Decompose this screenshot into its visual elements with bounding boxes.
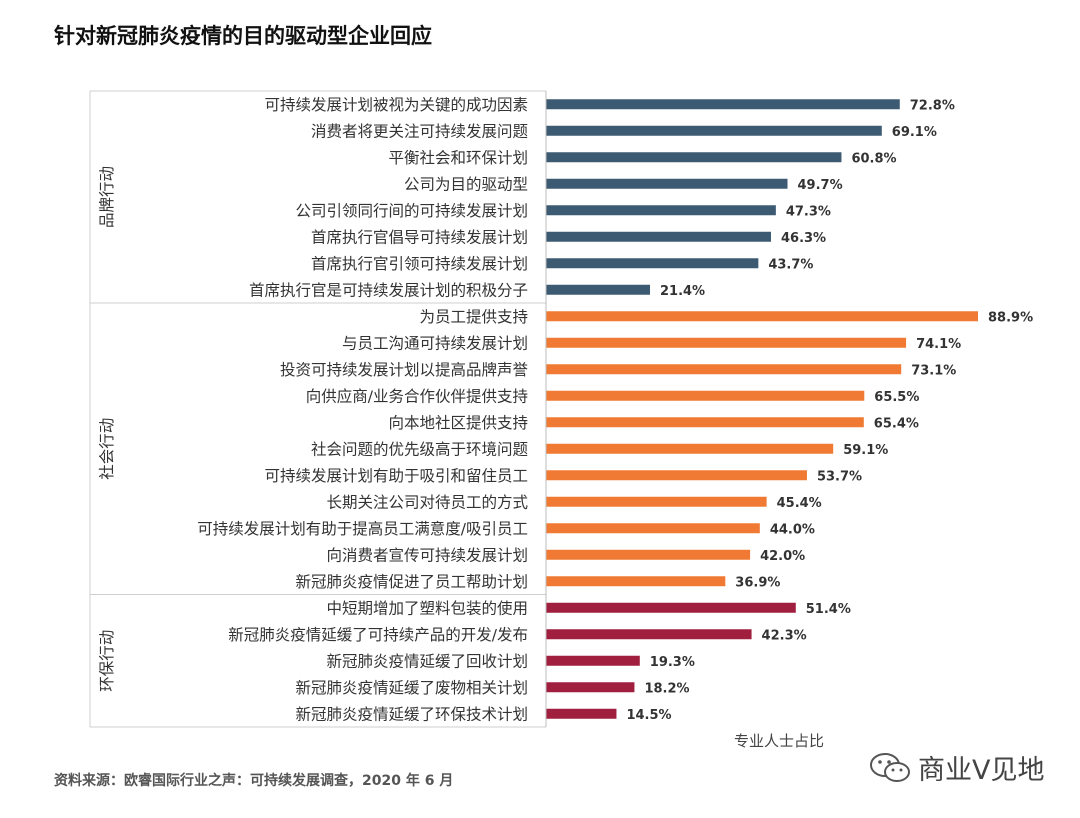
data-label: 51.4% <box>806 602 851 617</box>
data-label: 73.1% <box>911 363 956 378</box>
category-label: 向供应商/业务合作伙伴提供支持 <box>306 386 528 405</box>
x-axis-label: 专业人士占比 <box>734 732 825 750</box>
data-label: 19.3% <box>650 655 695 670</box>
category-label: 平衡社会和环保计划 <box>388 149 528 167</box>
category-label: 消费者将更关注可持续发展问题 <box>311 122 528 140</box>
bar <box>546 496 767 507</box>
watermark: 商业V见地 <box>868 748 1044 787</box>
bar <box>546 390 865 401</box>
data-label: 53.7% <box>817 469 862 484</box>
category-label: 新冠肺炎疫情延缓了废物相关计划 <box>295 679 528 697</box>
wechat-icon <box>870 752 910 782</box>
bar <box>546 549 751 560</box>
bar <box>546 576 726 587</box>
category-label: 首席执行官是可持续发展计划的积极分子 <box>249 281 528 299</box>
bar <box>546 523 760 534</box>
data-label: 60.8% <box>851 151 896 166</box>
bar <box>546 258 759 269</box>
data-label: 36.9% <box>735 575 780 590</box>
category-label: 新冠肺炎疫情延缓了环保技术计划 <box>295 705 528 723</box>
bar <box>546 125 882 136</box>
data-label: 46.3% <box>781 231 826 246</box>
bar <box>546 205 776 216</box>
data-label: 72.8% <box>910 98 955 113</box>
category-label: 新冠肺炎疫情延缓了回收计划 <box>326 652 528 670</box>
data-label: 88.9% <box>988 310 1033 325</box>
category-label: 新冠肺炎疫情延缓了可持续产品的开发/发布 <box>228 626 528 644</box>
data-label: 65.4% <box>874 416 919 431</box>
data-label: 47.3% <box>786 204 831 219</box>
data-label: 44.0% <box>770 522 815 537</box>
bar <box>546 655 640 666</box>
category-label: 可持续发展计划有助于提高员工满意度/吸引员工 <box>197 519 528 538</box>
bar <box>546 311 978 322</box>
bar <box>546 417 864 428</box>
data-label: 69.1% <box>892 125 937 140</box>
data-label: 42.3% <box>762 628 807 643</box>
category-label: 社会问题的优先级高于环境问题 <box>311 439 528 458</box>
bar <box>546 337 907 348</box>
bar <box>546 443 834 454</box>
category-label: 长期关注公司对待员工的方式 <box>326 493 528 511</box>
bar <box>546 470 807 481</box>
category-label: 向消费者宣传可持续发展计划 <box>326 546 528 564</box>
category-label: 向本地社区提供支持 <box>388 414 528 432</box>
category-label: 可持续发展计划被视为关键的成功因素 <box>264 96 528 114</box>
category-label: 中短期增加了塑料包装的使用 <box>326 599 528 617</box>
data-label: 59.1% <box>843 443 888 458</box>
bar <box>546 152 842 163</box>
bar <box>546 708 617 719</box>
data-label: 18.2% <box>644 681 689 696</box>
category-label: 首席执行官引领可持续发展计划 <box>311 255 528 273</box>
source-note: 资料来源：欧睿国际行业之声：可持续发展调查，2020 年 6 月 <box>54 773 454 789</box>
group-label: 品牌行动 <box>98 166 116 228</box>
category-label: 公司为目的驱动型 <box>404 175 528 193</box>
category-label: 公司引领同行间的可持续发展计划 <box>295 202 528 220</box>
data-label: 21.4% <box>660 284 705 299</box>
group-label: 社会行动 <box>98 418 116 480</box>
bar <box>546 99 900 110</box>
category-label: 为员工提供支持 <box>419 308 528 326</box>
bar <box>546 178 788 189</box>
category-label: 投资可持续发展计划以提高品牌声誉 <box>280 361 529 379</box>
data-label: 74.1% <box>916 337 961 352</box>
bar <box>546 629 752 640</box>
bar <box>546 602 796 613</box>
group-label: 环保行动 <box>98 630 116 692</box>
bar <box>546 231 771 242</box>
bar <box>546 682 635 693</box>
bar <box>546 364 902 375</box>
category-label: 与员工沟通可持续发展计划 <box>342 334 528 352</box>
category-label: 新冠肺炎疫情促进了员工帮助计划 <box>295 573 528 591</box>
data-label: 43.7% <box>768 257 813 272</box>
data-label: 49.7% <box>798 178 843 193</box>
data-label: 45.4% <box>777 496 822 511</box>
data-label: 65.5% <box>874 390 919 405</box>
category-label: 首席执行官倡导可持续发展计划 <box>311 228 528 246</box>
bar <box>546 284 650 295</box>
category-label: 可持续发展计划有助于吸引和留住员工 <box>264 467 528 485</box>
watermark-text: 商业V见地 <box>918 755 1045 786</box>
data-label: 14.5% <box>626 708 671 723</box>
chart-title: 针对新冠肺炎疫情的目的驱动型企业回应 <box>54 24 432 48</box>
data-label: 42.0% <box>760 549 805 564</box>
